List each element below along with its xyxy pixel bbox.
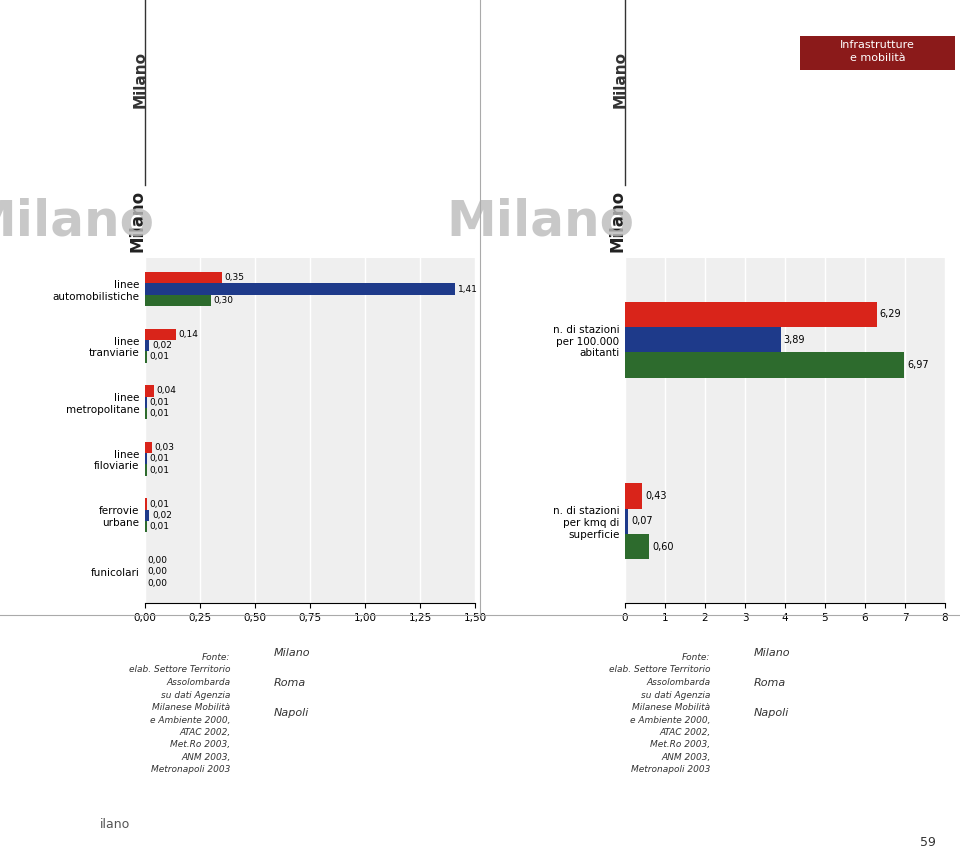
Text: 0,01: 0,01 <box>150 409 170 418</box>
Text: 6,97: 6,97 <box>907 360 928 370</box>
Text: Roma: Roma <box>274 678 306 688</box>
Bar <box>145 521 147 533</box>
Text: 0,01: 0,01 <box>150 466 170 474</box>
Text: 0,00: 0,00 <box>148 568 168 576</box>
Text: Milano: Milano <box>274 648 310 658</box>
Text: Fonte:
elab. Settore Territorio
Assolombarda
su dati Agenzia
Milanese Mobilità
e: Fonte: elab. Settore Territorio Assolomb… <box>609 653 710 775</box>
Text: Grafico 2.2.3 IT: Grafico 2.2.3 IT <box>17 625 108 635</box>
Bar <box>625 327 780 352</box>
Text: Milano: Milano <box>0 197 154 245</box>
Text: 0,02: 0,02 <box>152 341 172 350</box>
Bar <box>625 509 628 534</box>
Text: 0,00: 0,00 <box>148 556 168 565</box>
Text: 6,29: 6,29 <box>879 309 901 320</box>
Text: 0,01: 0,01 <box>150 454 170 463</box>
Text: 0,43: 0,43 <box>645 490 667 501</box>
Text: Roma - Napoli: Roma - Napoli <box>638 196 716 206</box>
Text: 0,04: 0,04 <box>156 387 177 395</box>
Text: 0,01: 0,01 <box>150 398 170 406</box>
Text: 0,14: 0,14 <box>179 330 199 338</box>
Text: 59: 59 <box>920 836 936 849</box>
Bar <box>800 36 955 70</box>
Text: 0,30: 0,30 <box>214 295 233 305</box>
Text: 1,41: 1,41 <box>458 284 478 294</box>
Text: Milano: Milano <box>612 52 628 108</box>
Text: 0,01: 0,01 <box>150 500 170 509</box>
Bar <box>145 442 152 454</box>
Text: 0,60: 0,60 <box>652 542 674 551</box>
Bar <box>145 283 455 295</box>
Text: Milano: Milano <box>754 648 790 658</box>
Text: Stazioni della rete metropolitana
e ferroviaria urbana: Stazioni della rete metropolitana e ferr… <box>638 212 886 241</box>
Bar <box>145 397 147 408</box>
Text: 0,35: 0,35 <box>225 273 245 283</box>
Text: Grafico 2.2.4 IT: Grafico 2.2.4 IT <box>497 625 588 635</box>
Bar <box>145 385 154 397</box>
Text: Milano: Milano <box>129 190 147 252</box>
Text: 0,01: 0,01 <box>150 522 170 531</box>
Bar <box>625 302 876 327</box>
Text: 0,02: 0,02 <box>152 511 172 520</box>
Text: Km di rete del trasporto
pubblico urbano per 1.000
abitanti: Km di rete del trasporto pubblico urbano… <box>158 206 356 253</box>
Text: Fonte:
elab. Settore Territorio
Assolombarda
su dati Agenzia
Milanese Mobilità
e: Fonte: elab. Settore Territorio Assolomb… <box>129 653 230 775</box>
Text: Capitolo 2: Capitolo 2 <box>842 13 913 26</box>
Text: 0,07: 0,07 <box>631 516 653 527</box>
Bar <box>145 465 147 476</box>
Bar <box>625 352 903 378</box>
Text: ilano: ilano <box>100 818 131 831</box>
Bar <box>625 483 642 509</box>
Text: 0,03: 0,03 <box>155 443 175 452</box>
Bar <box>145 295 211 306</box>
Bar <box>145 329 176 340</box>
Text: 3,89: 3,89 <box>783 335 805 344</box>
Text: Milano: Milano <box>446 197 634 245</box>
Text: Napoli: Napoli <box>754 708 789 718</box>
Text: M: M <box>15 792 74 844</box>
Text: Milano: Milano <box>609 190 627 252</box>
Bar <box>145 351 147 362</box>
Bar <box>145 408 147 419</box>
Text: 0,01: 0,01 <box>150 352 170 362</box>
Bar <box>145 340 150 351</box>
Bar <box>625 534 649 559</box>
Bar <box>145 498 147 509</box>
Text: Roma - Napoli: Roma - Napoli <box>158 196 236 206</box>
Text: Napoli: Napoli <box>274 708 309 718</box>
Bar <box>145 272 222 283</box>
Text: 0,00: 0,00 <box>148 579 168 588</box>
Text: Roma: Roma <box>754 678 786 688</box>
Text: Infrastrutture
e mobilità: Infrastrutture e mobilità <box>840 40 915 64</box>
Bar <box>145 509 150 521</box>
Bar <box>145 454 147 465</box>
Text: Milano: Milano <box>132 52 148 108</box>
